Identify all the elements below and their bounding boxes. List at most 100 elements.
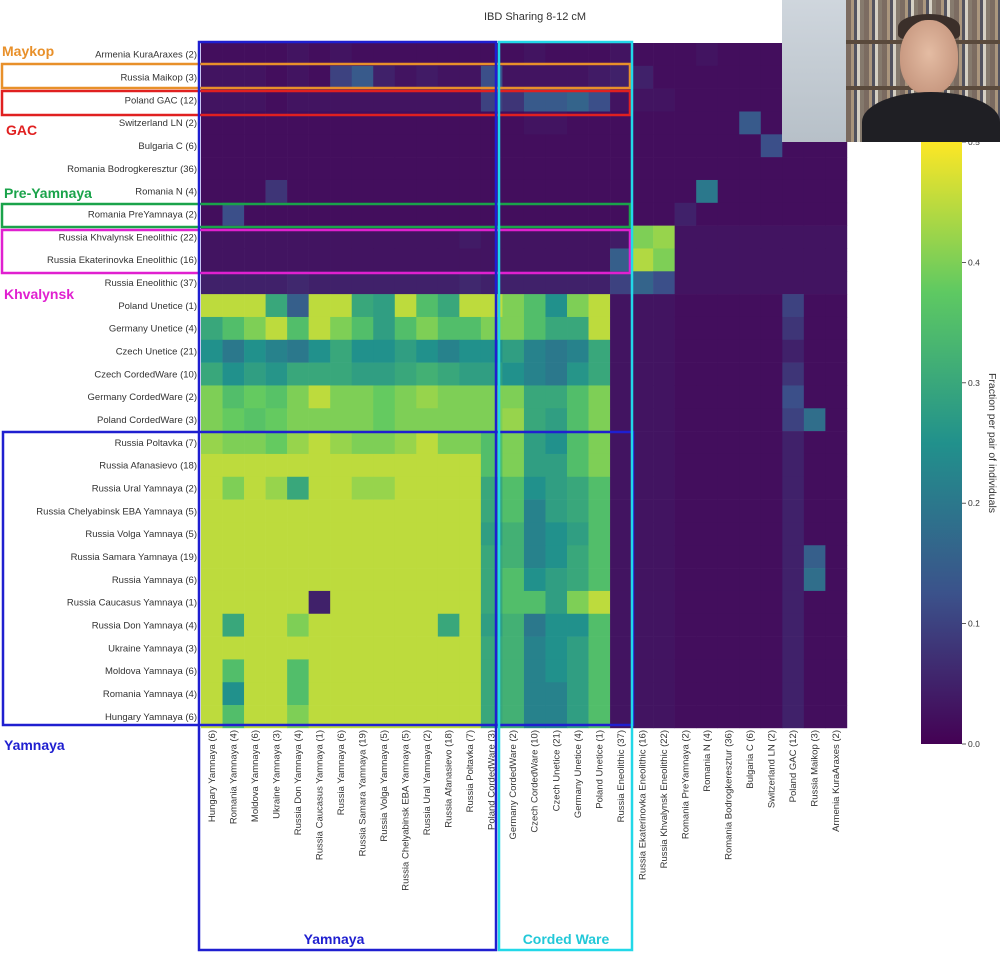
heatmap-cell [717,43,740,67]
column-label: Russia Chelyabinsk EBA Yamnaya (5) [401,730,412,891]
heatmap-cell [567,316,589,341]
heatmap-cell [244,65,266,89]
heatmap-cell [330,545,353,569]
heatmap-cell [782,157,805,181]
heatmap-cell [459,111,482,135]
heatmap-cell [631,568,654,592]
heatmap-cell [760,385,783,409]
heatmap-cell [480,157,503,181]
heatmap-cell [631,362,654,386]
heatmap-cell [201,522,223,546]
heatmap-cell [416,43,439,67]
heatmap-cell [416,179,439,204]
heatmap-cell [437,499,460,523]
heatmap-cell [416,705,439,729]
heatmap-cell [717,111,740,135]
heatmap-cell [717,545,740,569]
heatmap-cell [567,65,589,89]
heatmap-cell [480,499,503,523]
heatmap-cell [265,43,288,67]
heatmap-cell [244,294,266,318]
heatmap-cell [351,339,374,363]
heatmap-cell [739,362,762,386]
heatmap-cell [523,179,546,204]
heatmap-cell [653,294,675,318]
colorbar-tick-label: 0.1 [968,619,980,629]
heatmap-cell [782,545,805,569]
heatmap-cell [459,659,482,683]
heatmap-cell [610,522,632,546]
heatmap-cell [287,339,309,363]
heatmap-cell [523,431,546,455]
column-label: Russia Eneolithic (37) [616,730,627,822]
presenter-body [862,92,1000,142]
heatmap-cell [480,88,503,112]
heatmap-cell [437,408,460,432]
heatmap-cell [631,43,654,67]
heatmap-cell [696,636,719,660]
heatmap-cell [265,111,288,135]
heatmap-cell [760,705,783,729]
heatmap-cell [416,590,439,615]
heatmap-cell [631,613,654,637]
heatmap-cell [480,705,503,729]
heatmap-cell [373,339,396,363]
heatmap-cell [760,431,783,455]
heatmap-cell [351,705,374,729]
row-label: Romania Bodrogkeresztur (36) [67,164,197,175]
heatmap-cell [351,682,374,706]
heatmap-cell [222,613,245,637]
heatmap-cell [437,568,460,592]
row-label: Romania N (4) [135,187,197,198]
heatmap-cell [416,362,439,386]
heatmap-cell [782,316,805,341]
heatmap-cell [523,43,546,67]
heatmap-cell [717,590,740,615]
heatmap-cell [437,476,460,500]
heatmap-cell [782,476,805,500]
heatmap-cell [201,659,223,683]
heatmap-cell [394,271,417,295]
heatmap-cell [459,271,482,295]
heatmap-cell [394,522,417,546]
heatmap-cell [351,590,374,615]
heatmap-cell [480,43,503,67]
gac-box [0,89,632,117]
heatmap-cell [760,613,783,637]
heatmap-cell [739,65,762,89]
heatmap-cell [265,88,288,112]
heatmap-cell [394,134,417,158]
heatmap-cell [760,248,783,272]
heatmap-cell [523,705,546,729]
heatmap-cell [459,339,482,363]
heatmap-cell [545,636,568,660]
heatmap-cell [825,499,848,523]
heatmap-cell [545,179,568,204]
heatmap-cell [222,682,245,706]
heatmap-cell [696,202,719,226]
heatmap-cell [653,613,675,637]
heatmap-cell [330,453,353,478]
heatmap-cell [437,248,460,272]
heatmap-cell [567,111,589,135]
heatmap-cell [201,476,223,500]
heatmap-cell [502,545,525,569]
heatmap-cell [803,362,826,386]
heatmap-cell [265,134,288,158]
heatmap-cell [308,248,331,272]
heatmap-cell [545,613,568,637]
heatmap-cell [825,545,848,569]
heatmap-cell [394,43,417,67]
heatmap-cell [416,636,439,660]
heatmap-cell [567,271,589,295]
heatmap-cell [394,385,417,409]
heatmap-cell [459,225,482,249]
heatmap-cell [351,499,374,523]
column-label: Poland CordedWare (3) [487,730,498,830]
heatmap-cell [265,65,288,89]
heatmap-cell [330,476,353,500]
heatmap-cell [244,134,266,158]
heatmap-cell [394,157,417,181]
heatmap-cell [502,316,525,341]
heatmap-cell [480,294,503,318]
